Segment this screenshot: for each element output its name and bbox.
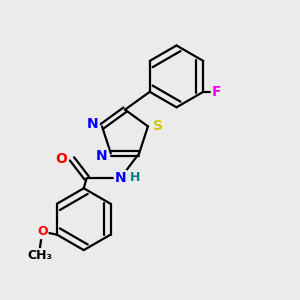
Text: O: O: [37, 225, 48, 238]
Text: H: H: [130, 171, 140, 184]
Text: N: N: [87, 117, 98, 131]
Text: CH₃: CH₃: [27, 249, 52, 262]
Text: O: O: [56, 152, 68, 166]
Text: N: N: [115, 171, 126, 185]
Text: S: S: [153, 119, 163, 133]
Text: F: F: [212, 85, 221, 99]
Text: N: N: [95, 149, 107, 163]
